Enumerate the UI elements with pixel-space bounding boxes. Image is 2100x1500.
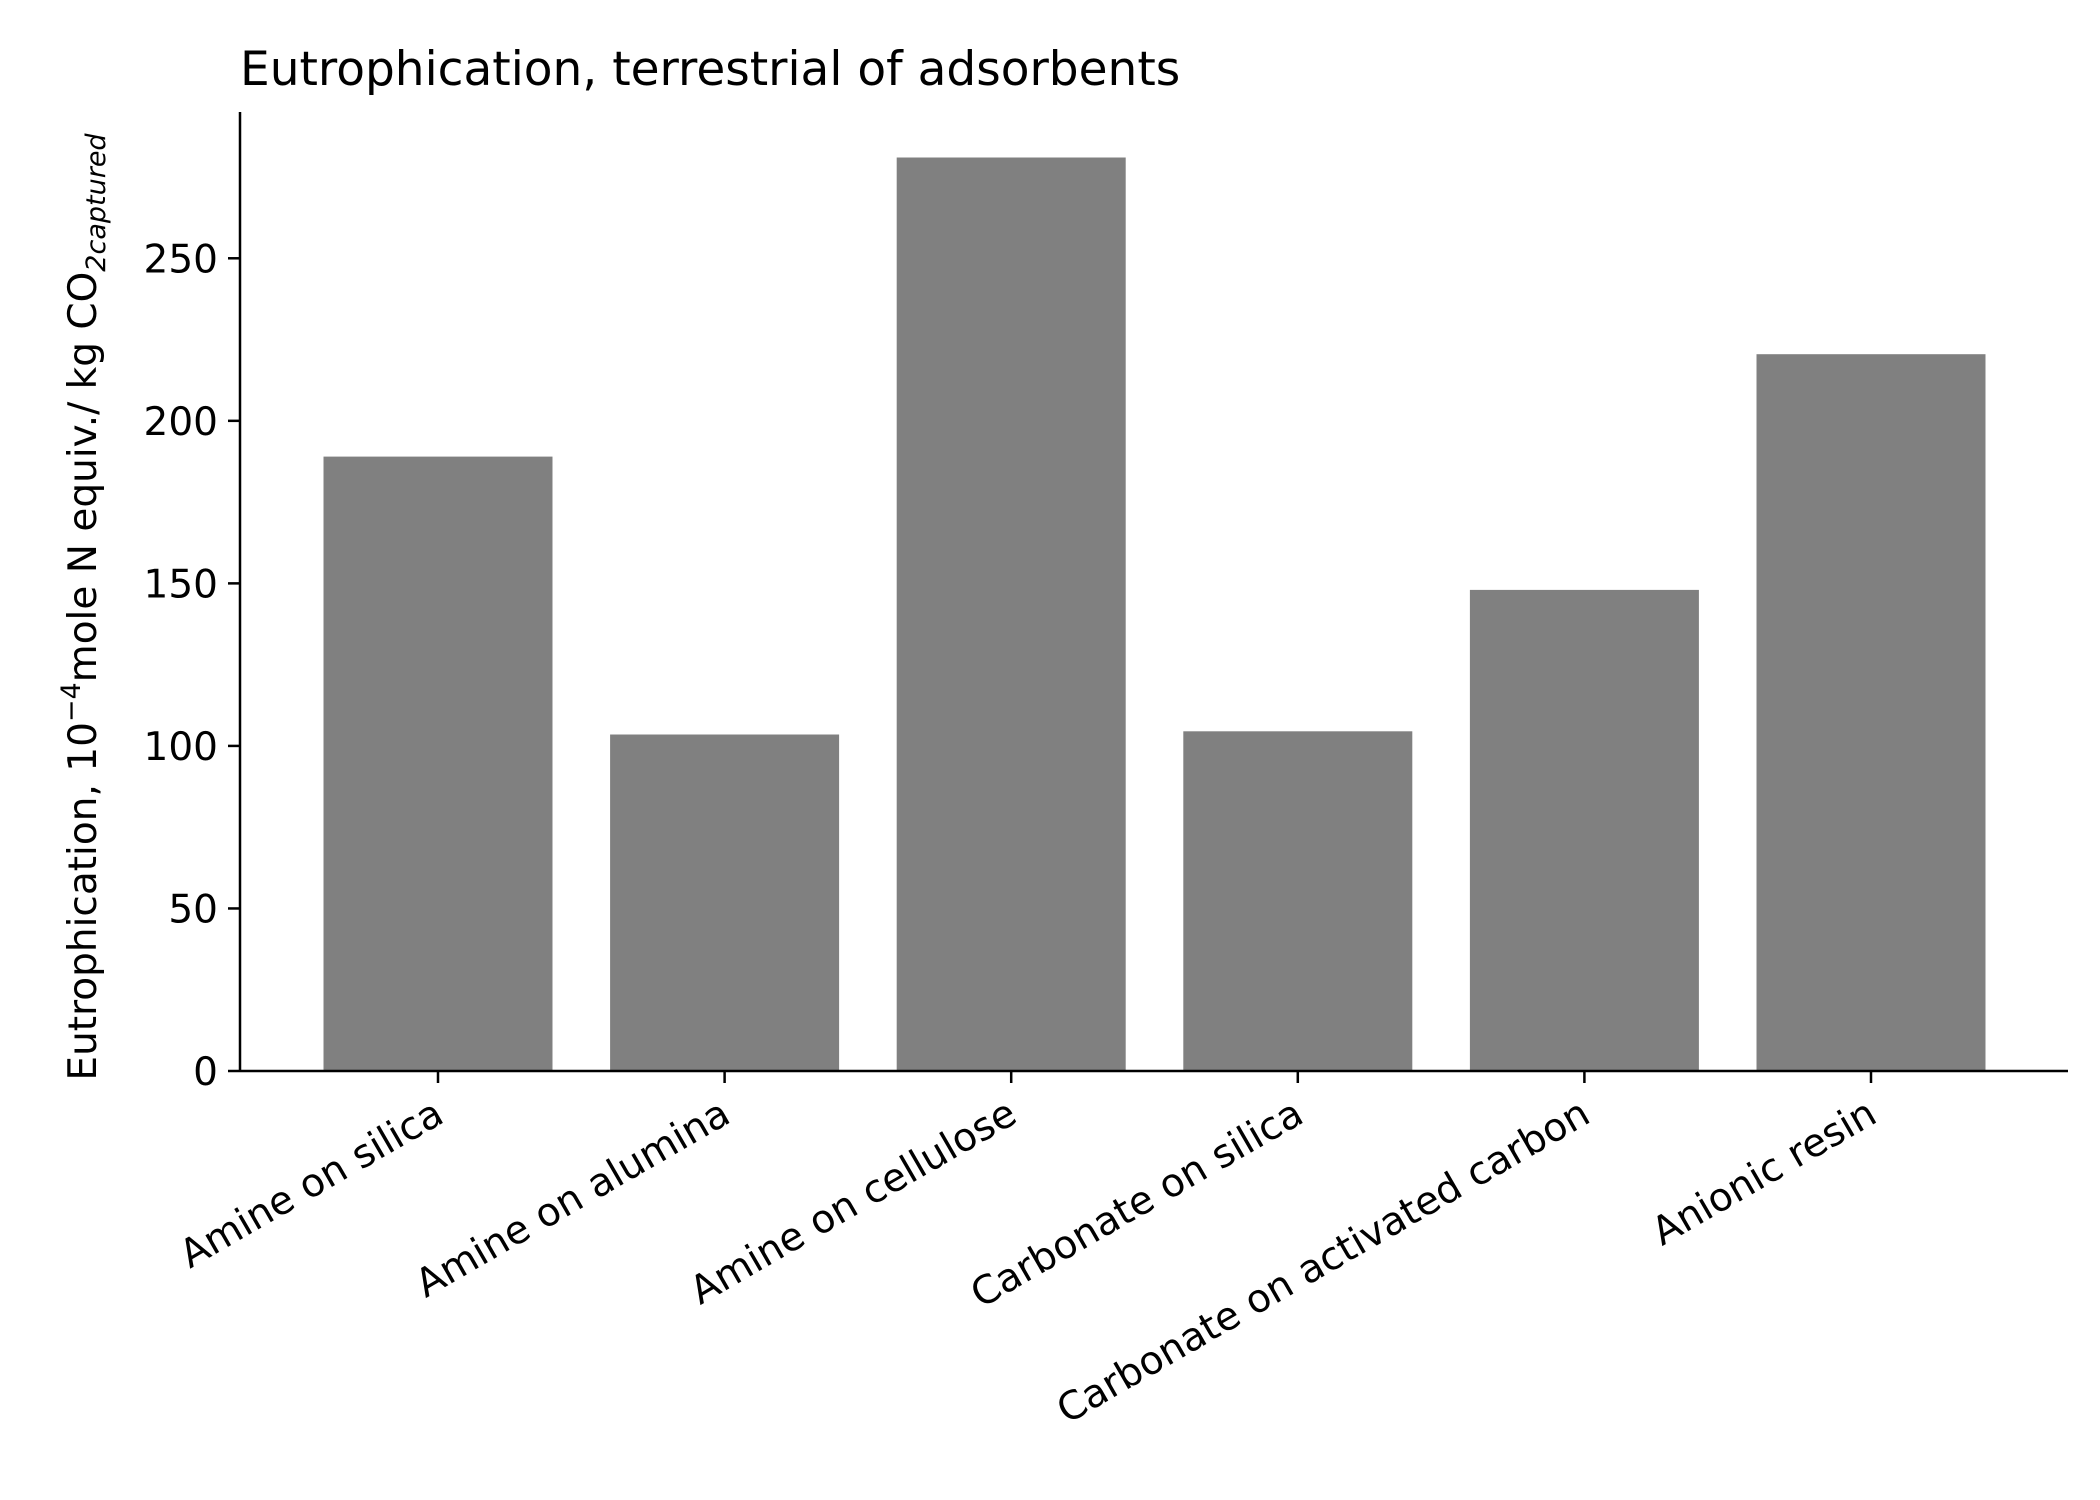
x-tick-label: Anionic resin bbox=[1645, 1091, 1884, 1255]
y-label-exponent: −4 bbox=[56, 682, 87, 722]
bar-anionic-resin bbox=[1756, 354, 1986, 1071]
y-tick-label: 250 bbox=[144, 237, 218, 282]
y-label-subscript: 2captured bbox=[81, 133, 112, 272]
chart-title: Eutrophication, terrestrial of adsorbent… bbox=[240, 42, 1180, 97]
y-label-main: Eutrophication, 10 bbox=[61, 722, 106, 1080]
y-tick-label: 100 bbox=[144, 725, 218, 770]
y-tick-label: 200 bbox=[144, 400, 218, 445]
bar-carbonate-on-silica bbox=[1183, 731, 1413, 1071]
x-tick-label: Carbonate on activated carbon bbox=[1050, 1091, 1598, 1433]
bar-carbonate-on-activated-carbon bbox=[1469, 589, 1699, 1071]
bars-group bbox=[323, 157, 1986, 1072]
x-tick-label: Amine on silica bbox=[172, 1091, 451, 1278]
bar-amine-on-silica bbox=[323, 456, 553, 1072]
bar-amine-on-alumina bbox=[610, 734, 840, 1071]
y-tick-label: 50 bbox=[168, 887, 218, 932]
y-label-after: mole N equiv./ kg CO bbox=[61, 272, 106, 683]
y-tick-label: 150 bbox=[144, 562, 218, 607]
y-axis-label-text: Eutrophication, 10−4mole N equiv./ kg CO… bbox=[56, 133, 112, 1081]
y-axis-ticks: 0 50 100 150 200 250 bbox=[144, 237, 240, 1095]
y-axis-label: Eutrophication, 10−4mole N equiv./ kg CO… bbox=[56, 133, 112, 1081]
bar-amine-on-cellulose bbox=[896, 157, 1126, 1071]
y-tick-label: 0 bbox=[193, 1050, 218, 1095]
